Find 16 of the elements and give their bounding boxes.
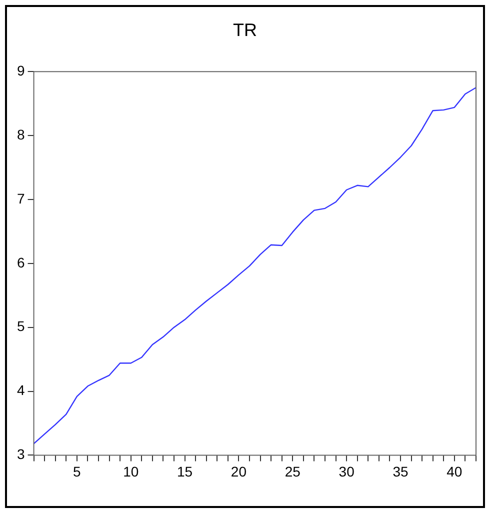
y-tick-label: 7 [16,190,25,206]
x-tick-label: 5 [73,463,82,480]
y-tick-label: 4 [16,382,25,398]
y-tick-label: 8 [16,126,25,142]
y-tick-label: 5 [16,318,25,334]
x-tick-label: 10 [123,463,139,480]
y-tick-label: 9 [16,62,25,78]
y-tick-label: 3 [16,446,25,462]
y-tick-label: 6 [16,254,25,270]
x-tick-label: 20 [230,463,247,480]
x-tick-label: 15 [176,463,193,480]
x-tick-label: 35 [392,463,408,480]
x-tick-label: 25 [284,463,301,480]
chart-title: TR [233,20,257,40]
x-tick-label: 30 [338,463,355,480]
x-tick-label: 40 [446,463,462,480]
